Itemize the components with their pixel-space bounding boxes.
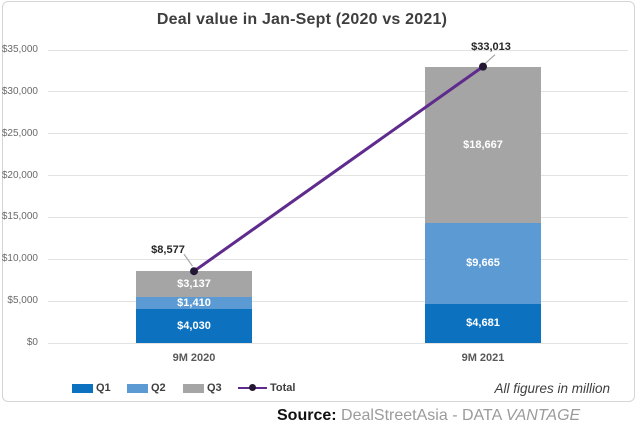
bar-segment-q3-9m-2021: $18,667 (425, 66, 541, 223)
bar-segment-q1-9m-2021: $4,681 (425, 303, 541, 343)
legend-label: Q1 (96, 382, 111, 394)
source-prefix: Source: (277, 407, 337, 424)
figures-note: All figures in million (494, 381, 610, 396)
bar-segment-label: $9,665 (466, 257, 500, 270)
gridline (48, 133, 628, 135)
legend-item-q2: Q2 (127, 382, 166, 394)
total-data-label: $33,013 (471, 41, 511, 53)
y-axis-tick-label: $5,000 (7, 295, 38, 307)
gridline (48, 91, 628, 93)
bar-segment-label: $3,137 (177, 278, 211, 291)
legend-swatch-q2 (127, 383, 148, 393)
gridline (48, 49, 628, 51)
y-axis-tick-label: $0 (26, 337, 38, 348)
gridline (48, 258, 628, 260)
legend-item-total: Total (238, 382, 295, 394)
legend-label: Q3 (207, 382, 222, 394)
y-axis-tick-label: $10,000 (1, 253, 38, 265)
legend-line-marker (238, 384, 267, 393)
legend-swatch-q3 (183, 383, 204, 393)
bar-segment-q2-9m-2021: $9,665 (425, 222, 541, 304)
y-axis-tick-label: $35,000 (1, 44, 38, 55)
y-axis-tick-label: $20,000 (1, 169, 38, 181)
source-body: DealStreetAsia - DATA (336, 407, 506, 424)
legend-label: Q2 (151, 382, 166, 394)
y-axis-tick-label: $25,000 (1, 127, 38, 139)
total-data-label: $8,577 (151, 244, 185, 256)
chart-title: Deal value in Jan-Sept (2020 vs 2021) (156, 11, 448, 28)
gridline (48, 300, 628, 302)
bar-segment-q3-9m-2020: $3,137 (136, 271, 252, 298)
bar-segment-label: $4,681 (466, 317, 500, 330)
legend-label: Total (270, 382, 296, 394)
bar-segment-label: $18,667 (463, 138, 503, 151)
y-axis-tick-label: $30,000 (1, 85, 38, 97)
gridline (48, 216, 628, 218)
source-publisher: VANTAGE (505, 407, 581, 424)
bar-segment-label: $4,030 (177, 320, 211, 333)
source-line: Source: DealStreetAsia - DATA VANTAGE (277, 407, 580, 425)
category-label-9m-2020: 9M 2020 (172, 352, 216, 364)
bar-segment-label: $1,410 (177, 297, 211, 310)
gridline (48, 342, 628, 344)
y-axis-tick-label: $15,000 (1, 211, 38, 223)
category-label-9m-2021: 9M 2021 (461, 352, 505, 364)
legend-item-q1: Q1 (72, 382, 111, 394)
bar-segment-q2-9m-2020: $1,410 (136, 297, 252, 309)
legend-item-q3: Q3 (183, 382, 222, 394)
legend-line-dot (249, 384, 256, 391)
bar-segment-q1-9m-2020: $4,030 (136, 309, 252, 343)
legend-swatch-q1 (72, 383, 93, 393)
gridline (48, 175, 628, 177)
